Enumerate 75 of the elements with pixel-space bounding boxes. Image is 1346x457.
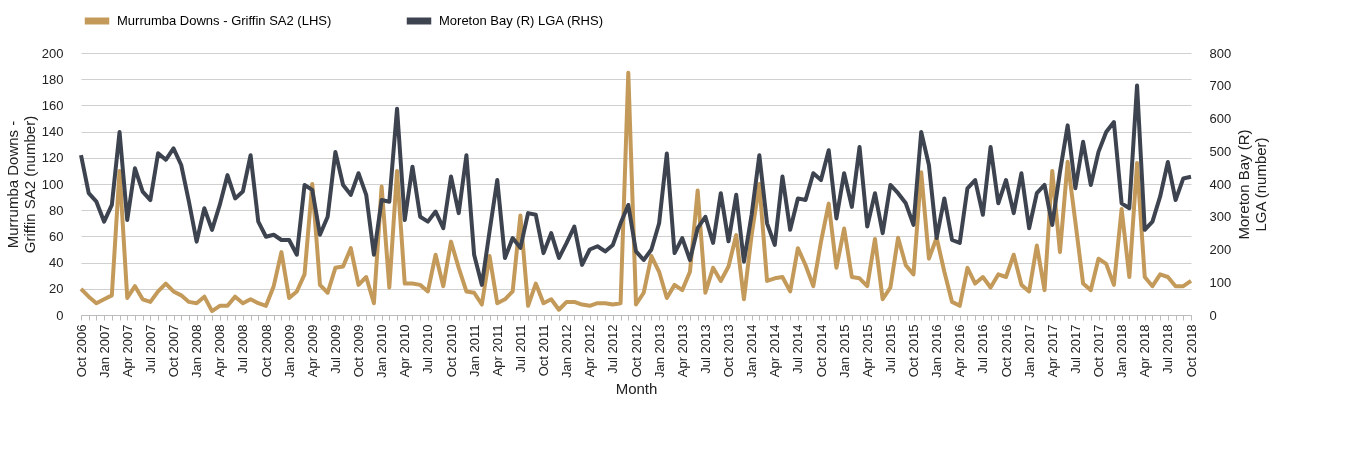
y2-tick-label: 100 bbox=[1209, 274, 1232, 290]
x-tick-label: Jul 2012 bbox=[605, 324, 621, 374]
y2-axis-title: Moreton Bay (R) LGA (number) bbox=[1235, 129, 1270, 240]
x-tick-label: Apr 2014 bbox=[767, 324, 783, 378]
y2-tick-label: 700 bbox=[1209, 78, 1232, 94]
x-axis-title: Month bbox=[615, 379, 658, 397]
legend-label: Murrumba Downs - Griffin SA2 (LHS) bbox=[117, 13, 332, 28]
x-tick-label: Apr 2011 bbox=[489, 324, 505, 377]
x-tick-label: Apr 2012 bbox=[582, 324, 598, 378]
y-tick-label: 60 bbox=[49, 228, 64, 244]
x-tick-label: Jul 2009 bbox=[327, 324, 343, 374]
x-tick-label: Jul 2014 bbox=[790, 324, 806, 374]
y-tick-label: 80 bbox=[49, 202, 64, 218]
y-tick-label: 120 bbox=[41, 150, 64, 166]
x-tick-label: Apr 2010 bbox=[397, 324, 413, 378]
x-tick-label: Apr 2016 bbox=[952, 324, 968, 378]
y-tick-label: 20 bbox=[49, 281, 64, 297]
x-tick-label: Oct 2010 bbox=[443, 324, 459, 378]
x-tick-label: Oct 2012 bbox=[628, 324, 644, 378]
x-tick-label: Jan 2007 bbox=[96, 324, 112, 378]
y2-tick-label: 200 bbox=[1209, 242, 1232, 257]
x-tick-label: Jan 2018 bbox=[1114, 324, 1130, 378]
y2-tick-label: 0 bbox=[1209, 307, 1217, 323]
x-tick-label: Oct 2008 bbox=[258, 324, 274, 378]
x-tick-label: Jan 2009 bbox=[281, 324, 297, 378]
x-tick-label: Jul 2013 bbox=[697, 324, 713, 374]
x-tick-label: Apr 2015 bbox=[859, 324, 875, 378]
x-tick-label: Jul 2008 bbox=[235, 324, 251, 374]
x-tick-label: Jul 2017 bbox=[1067, 324, 1083, 374]
x-tick-label: Apr 2018 bbox=[1137, 324, 1153, 378]
x-tick-label: Jul 2018 bbox=[1160, 324, 1176, 374]
x-tick-label: Jul 2010 bbox=[420, 324, 436, 374]
y-tick-label: 100 bbox=[41, 176, 64, 192]
x-tick-label: Jul 2016 bbox=[975, 324, 991, 374]
x-tick-label: Oct 2009 bbox=[351, 324, 366, 378]
x-tick-label: Jan 2008 bbox=[189, 324, 205, 378]
x-tick-label: Oct 2015 bbox=[906, 324, 921, 378]
y2-tick-label: 800 bbox=[1209, 45, 1232, 61]
x-tick-label: Apr 2008 bbox=[212, 324, 228, 378]
y-axis-title: Murrumba Downs - Griffin SA2 (number) bbox=[3, 115, 38, 254]
x-tick-label: Oct 2017 bbox=[1091, 324, 1106, 378]
y-tick-label: 140 bbox=[41, 124, 64, 140]
y-tick-label: 160 bbox=[41, 97, 64, 113]
x-tick-label: Oct 2011 bbox=[536, 324, 551, 377]
x-tick-label: Jan 2013 bbox=[651, 324, 667, 378]
x-tick-label: Jul 2015 bbox=[882, 324, 898, 374]
x-tick-label: Jan 2010 bbox=[374, 324, 390, 378]
x-tick-label: Apr 2009 bbox=[304, 324, 320, 378]
x-tick-label: Jan 2011 bbox=[466, 324, 482, 378]
y2-tick-label: 600 bbox=[1209, 111, 1232, 126]
x-tick-label: Jan 2017 bbox=[1021, 324, 1037, 378]
x-tick-label: Jul 2011 bbox=[512, 324, 528, 373]
y-tick-label: 0 bbox=[56, 307, 64, 323]
x-tick-label: Jul 2007 bbox=[142, 324, 158, 374]
y2-tick-label: 400 bbox=[1209, 176, 1232, 192]
y2-tick-label: 500 bbox=[1209, 143, 1232, 159]
x-tick-label: Oct 2018 bbox=[1183, 324, 1199, 378]
legend-label: Moreton Bay (R) LGA (RHS) bbox=[439, 13, 603, 28]
x-tick-label: Apr 2017 bbox=[1044, 324, 1060, 378]
x-tick-label: Oct 2006 bbox=[73, 324, 89, 378]
y-tick-label: 40 bbox=[49, 255, 64, 271]
x-tick-label: Apr 2007 bbox=[119, 324, 135, 378]
y-tick-label: 200 bbox=[41, 45, 64, 61]
x-tick-label: Jan 2014 bbox=[744, 324, 760, 378]
x-tick-label: Oct 2007 bbox=[166, 324, 181, 378]
x-tick-label: Oct 2014 bbox=[813, 324, 829, 378]
y-tick-label: 180 bbox=[41, 71, 64, 87]
x-tick-label: Oct 2016 bbox=[998, 324, 1014, 378]
x-tick-label: Apr 2013 bbox=[674, 324, 690, 378]
y2-tick-label: 300 bbox=[1209, 209, 1232, 225]
line-series bbox=[79, 83, 1193, 287]
x-tick-label: Jan 2012 bbox=[559, 324, 575, 378]
x-tick-label: Jan 2016 bbox=[929, 324, 945, 378]
x-tick-label: Jan 2015 bbox=[836, 324, 852, 378]
x-tick-label: Oct 2013 bbox=[721, 324, 736, 378]
